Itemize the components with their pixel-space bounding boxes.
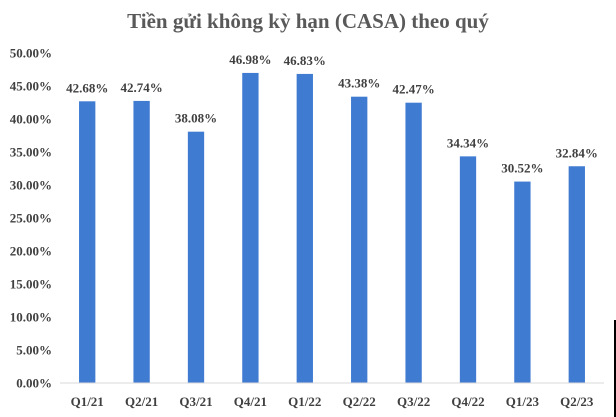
y-tick-label: 20.00% [10, 244, 52, 259]
x-tick-label: Q1/22 [288, 394, 321, 409]
bar [459, 156, 477, 383]
data-label: 42.47% [392, 82, 434, 97]
data-label: 46.98% [229, 52, 271, 67]
y-tick-label: 15.00% [10, 277, 52, 292]
y-tick-label: 35.00% [10, 145, 52, 160]
x-tick-label: Q3/21 [179, 394, 212, 409]
x-tick-label: Q4/22 [451, 394, 484, 409]
y-tick-label: 30.00% [10, 178, 52, 193]
data-label: 43.38% [338, 76, 380, 91]
bar [296, 73, 313, 383]
data-label: 42.68% [66, 80, 108, 95]
x-tick-label: Q1/23 [506, 394, 540, 409]
y-tick-label: 0.00% [16, 376, 52, 391]
data-label: 38.08% [175, 111, 217, 126]
bar [568, 166, 585, 383]
data-label: 42.74% [120, 80, 162, 95]
bar [187, 131, 205, 383]
bar [133, 100, 150, 383]
y-tick-label: 45.00% [10, 79, 52, 94]
bar [351, 96, 368, 383]
y-tick-label: 10.00% [10, 310, 52, 325]
x-tick-label: Q2/23 [560, 394, 594, 409]
bar [79, 101, 96, 383]
y-tick-label: 50.00% [10, 46, 52, 61]
y-tick-label: 25.00% [10, 211, 52, 226]
bar [242, 72, 259, 383]
bar [405, 102, 422, 383]
bar [514, 181, 531, 383]
x-axis: Q1/21 Q2/21 Q3/21 Q4/21 Q1/22 Q2/22 Q3/22 Q4/22… [60, 382, 604, 409]
data-label: 30.52% [501, 161, 543, 176]
x-tick-label: Q4/21 [234, 394, 267, 409]
y-tick-label: 5.00% [16, 343, 52, 358]
y-axis: 0.00% 5.00% 10.00% 15.00% 20.00% 25.00% 30.00%… [10, 46, 52, 391]
data-label: 46.83% [284, 53, 326, 68]
chart-title: Tiền gửi không kỳ hạn (CASA) theo quý [127, 9, 489, 33]
data-label: 32.84% [556, 145, 598, 160]
y-tick-label: 40.00% [10, 112, 52, 127]
bars: 42.68% 42.74% 38.08% 46.98% 46.83% 43.38% 42.4… [66, 52, 598, 383]
data-label: 34.34% [447, 135, 489, 150]
frame-edge [614, 320, 616, 417]
x-tick-label: Q1/21 [71, 394, 104, 409]
x-tick-label: Q3/22 [397, 394, 430, 409]
x-tick-label: Q2/21 [125, 394, 158, 409]
x-tick-label: Q2/22 [343, 394, 376, 409]
